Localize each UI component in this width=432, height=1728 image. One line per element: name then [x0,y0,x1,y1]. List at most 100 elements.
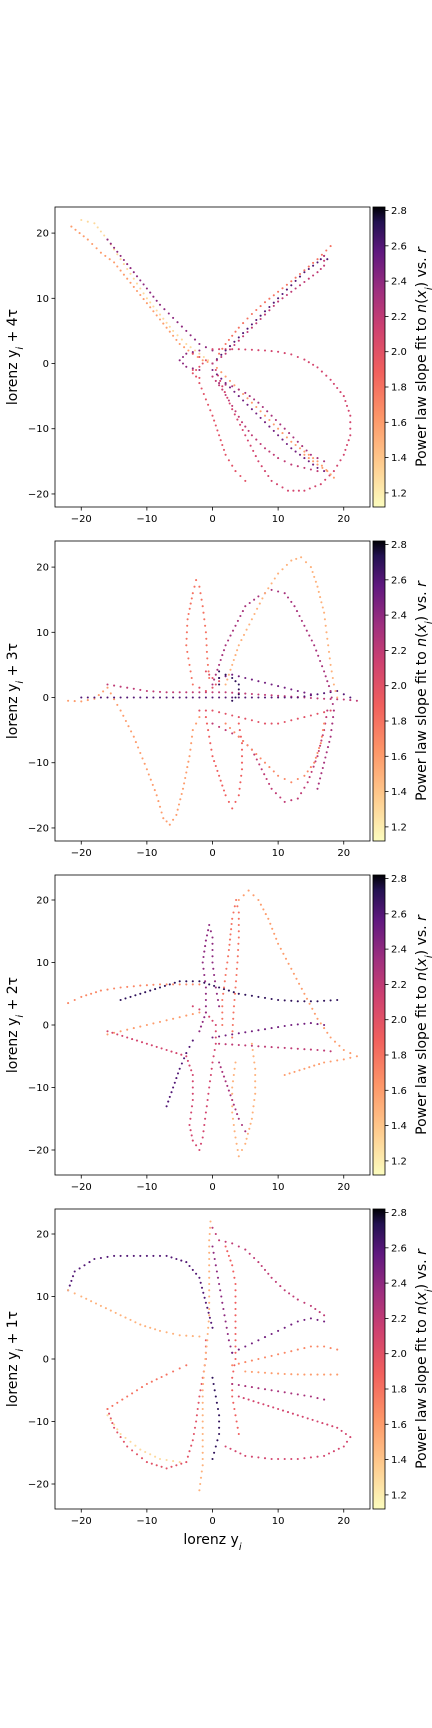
data-point [242,393,244,395]
colorbar-tick-label: 2.6 [391,1243,407,1254]
data-point [238,930,240,932]
colorbar-tick-label: 2.8 [391,874,407,885]
data-point [192,1093,194,1095]
data-point [310,454,312,456]
y-tick-label: 20 [36,896,49,907]
data-point [303,775,305,777]
data-point [303,692,305,694]
data-point [228,459,230,461]
data-point [218,677,220,679]
data-point [159,1255,161,1257]
data-point [320,1022,322,1024]
data-point [310,1305,312,1307]
data-point [218,382,220,384]
data-point [234,1130,236,1132]
data-point [166,1255,168,1257]
data-point [218,726,220,728]
data-point [328,651,330,653]
data-point [211,376,213,378]
data-point [192,351,194,353]
data-point [260,757,262,759]
data-point [277,1408,279,1410]
data-point [205,346,207,348]
data-point [167,1101,169,1103]
data-point [188,1265,190,1267]
data-point [189,608,191,610]
x-tick-label: 0 [209,848,215,859]
data-point [184,777,186,779]
data-point [225,968,227,970]
data-point [231,714,233,716]
data-point [236,1113,238,1115]
data-point [136,1389,138,1391]
data-point [231,465,233,467]
data-point [211,955,213,957]
colorbar-tick-label: 2.0 [391,1349,407,1360]
data-point [146,297,148,299]
data-point [261,1265,263,1267]
data-point [310,1049,312,1051]
data-point [192,1080,194,1082]
data-point [251,349,253,351]
data-point [275,419,277,421]
data-point [238,911,240,913]
data-point [284,1289,286,1291]
data-point [201,599,203,601]
data-point [299,284,301,286]
data-point [240,736,242,738]
colorbar-tick-label: 2.2 [391,980,407,991]
data-point [316,1000,318,1002]
data-point [320,268,322,270]
data-point [103,234,105,236]
data-point [133,736,135,738]
data-point [110,1419,112,1421]
data-point [116,253,118,255]
data-point [206,644,208,646]
data-point [208,1289,210,1291]
data-point [282,953,284,955]
data-point [253,599,255,601]
data-point [308,635,310,637]
data-point [248,430,250,432]
data-point [121,1399,123,1401]
data-point [198,1011,200,1013]
data-point [100,1257,102,1259]
data-point [207,404,209,406]
data-point [271,582,273,584]
data-point [202,1452,204,1454]
data-point [249,395,251,397]
data-point [187,618,189,620]
data-point [172,1018,174,1020]
data-point [234,905,236,907]
data-point [183,1057,185,1059]
y-axis-label: lorenz yi + 2τ [5,977,26,1073]
data-point [218,1005,220,1007]
data-point [255,322,257,324]
data-point [192,1074,194,1076]
data-point [208,1308,210,1310]
data-point [202,605,204,607]
data-point [143,283,145,285]
data-point [139,993,141,995]
data-point [228,399,230,401]
data-point [239,615,241,617]
data-point [257,1045,259,1047]
data-point [207,1333,209,1335]
data-point [298,983,300,985]
data-point [74,700,76,702]
data-point [116,1033,118,1035]
data-point [192,1005,194,1007]
data-point [234,696,236,698]
colorbar: 1.21.41.61.82.02.22.42.62.8Power law slo… [373,206,432,507]
data-point [229,402,231,404]
data-point [221,385,223,387]
data-point [234,413,236,415]
data-point [233,1277,235,1279]
data-point [251,696,253,698]
data-point [106,683,108,685]
data-point [98,694,100,696]
data-point [205,398,207,400]
data-point [162,318,164,320]
data-point [237,949,239,951]
